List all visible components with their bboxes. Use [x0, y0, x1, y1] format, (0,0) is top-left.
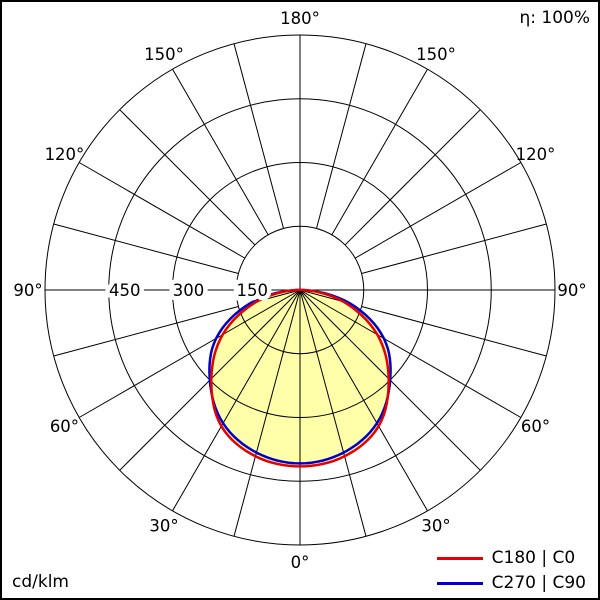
- svg-text:0°: 0°: [291, 553, 310, 572]
- svg-text:150°: 150°: [416, 45, 456, 64]
- svg-text:60°: 60°: [50, 417, 79, 436]
- legend-line-blue-icon: [436, 581, 483, 585]
- legend: C180 | C0 C270 | C90: [436, 548, 586, 593]
- svg-text:30°: 30°: [149, 516, 178, 535]
- svg-text:30°: 30°: [421, 516, 450, 535]
- legend-line-red-icon: [436, 556, 483, 560]
- svg-text:120°: 120°: [45, 145, 85, 164]
- svg-text:450: 450: [109, 281, 141, 300]
- units-label: cd/klm: [12, 572, 69, 592]
- svg-text:90°: 90°: [557, 281, 586, 300]
- svg-text:180°: 180°: [280, 9, 320, 28]
- legend-item-c0: C180 | C0: [436, 548, 586, 568]
- svg-text:60°: 60°: [521, 417, 550, 436]
- svg-text:120°: 120°: [516, 145, 556, 164]
- svg-text:150°: 150°: [144, 45, 184, 64]
- legend-item-c90: C270 | C90: [436, 573, 586, 593]
- legend-label-c0: C180 | C0: [491, 548, 576, 568]
- efficiency-label: η: 100%: [519, 8, 590, 28]
- svg-text:90°: 90°: [13, 281, 42, 300]
- svg-text:150: 150: [237, 281, 269, 300]
- legend-label-c90: C270 | C90: [491, 573, 586, 593]
- svg-text:300: 300: [173, 281, 205, 300]
